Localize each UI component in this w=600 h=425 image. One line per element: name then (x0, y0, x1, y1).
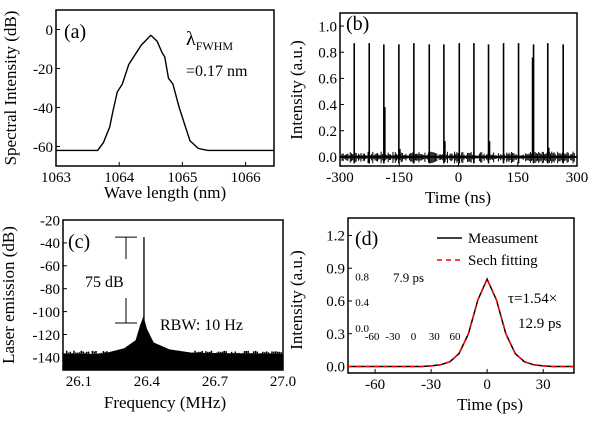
x-tick-label-b: -150 (386, 170, 414, 186)
panel-c: 26.1 26.4 26.7 27.0 -20 -40 -60 -80 -100 -120 -140… (0, 213, 296, 412)
legend-sech-label: Sech fitting (468, 253, 538, 269)
y-tick-label-b: 0.6 (318, 72, 337, 88)
inset-background (370, 268, 457, 330)
y-tick-label-c: -20 (40, 213, 60, 229)
x-tick-label-a: 1065 (167, 170, 197, 186)
noise-floor-area (63, 316, 283, 370)
y-tick-label-c: -120 (33, 328, 61, 344)
y-tick-label-a: -20 (33, 62, 53, 78)
y-tick-label-b: 0.8 (318, 45, 337, 61)
fwhm-value: =0.17 nm (186, 63, 248, 80)
y-tick-label-c: -40 (40, 236, 60, 252)
y-tick-label-b: 0.0 (318, 150, 337, 166)
legend-measurement-label: Measument (468, 231, 539, 247)
x-tick-label-b: 150 (507, 170, 530, 186)
y-tick-label-d: 0.3 (326, 327, 345, 343)
y-tick-label-a: -40 (33, 101, 53, 117)
x-tick-label-d: -60 (365, 377, 385, 393)
x-axis-label-d: Time (ps) (457, 395, 523, 414)
x-tick-label-inset: 30 (429, 331, 441, 343)
x-tick-label-d: 30 (536, 377, 551, 393)
panel-a-label: (a) (64, 21, 86, 43)
plot-frame-d (347, 217, 575, 374)
x-tick-label-b: 0 (455, 170, 463, 186)
x-tick-label-a: 1063 (41, 170, 71, 186)
x-tick-label-inset: 0 (411, 331, 417, 343)
y-tick-label-c: -140 (33, 351, 61, 367)
y-axis-label-c: Laser emission (dB) (0, 226, 18, 364)
x-tick-label-d: 0 (483, 377, 491, 393)
x-axis-label-b: Time (ns) (425, 188, 491, 207)
panel-d-label: (d) (355, 228, 378, 250)
tau-annotation: τ=1.54× (508, 291, 557, 307)
y-tick-label-inset: 0.0 (355, 323, 369, 335)
panel-b: -300 -150 0 150 300 0.0 0.2 0.4 0.6 0.8 1.0 Time (n… (287, 12, 589, 207)
x-axis-label-c: Frequency (MHz) (104, 393, 226, 412)
pulse-width-annotation: 12.9 ps (518, 316, 562, 332)
y-tick-label-d: 0.9 (326, 261, 345, 277)
y-tick-label-c: -80 (40, 282, 60, 298)
y-axis-label-b: Intensity (a.u.) (287, 40, 306, 140)
lambda-symbol: λ (186, 28, 196, 50)
x-tick-label-b: -300 (326, 170, 354, 186)
x-tick-label-c: 27.0 (270, 374, 296, 390)
spectrum-line (56, 34, 274, 152)
x-tick-label-b: 300 (566, 170, 589, 186)
x-tick-label-c: 26.4 (134, 374, 161, 390)
rbw-label: RBW: 10 Hz (160, 317, 243, 334)
x-tick-label-c: 26.1 (66, 374, 92, 390)
x-tick-label-c: 26.7 (202, 374, 229, 390)
panel-c-label: (c) (68, 231, 90, 253)
y-tick-label-d: 1.2 (326, 229, 345, 245)
plot-frame-c (62, 219, 284, 371)
x-tick-label-inset: 60 (450, 331, 462, 343)
y-tick-label-inset: 0.8 (355, 271, 369, 283)
y-axis-label-d: Intensity (a.u.) (287, 250, 306, 350)
panel-b-label: (b) (346, 13, 369, 35)
y-tick-label-b: 1.0 (318, 19, 337, 35)
y-tick-label-b: 0.2 (318, 124, 337, 140)
x-tick-label-a: 1064 (104, 170, 135, 186)
y-tick-label-d: 0.6 (326, 294, 345, 310)
x-tick-label-inset: -60 (365, 331, 380, 343)
y-tick-label-c: -100 (33, 305, 61, 321)
x-tick-label-d: -30 (421, 377, 441, 393)
x-tick-label-inset: -30 (385, 331, 400, 343)
panel-d: -60 -30 0 30 0.0 0.3 0.6 0.9 1.2 Time (ps) Intensi… (287, 217, 575, 414)
sech-fit-line (347, 277, 574, 368)
y-tick-label-d: 0.0 (326, 360, 345, 376)
y-axis-label-a: Spectral Intensity (dB) (1, 11, 20, 166)
x-tick-label-a: 1066 (231, 170, 262, 186)
plot-frame-a (55, 9, 275, 167)
inset-label: 7.9 ps (393, 270, 424, 285)
snr-label: 75 dB (85, 274, 124, 291)
panel-a: 1063 1064 1065 1066 0 -20 -40 -60 Wave length (n… (1, 9, 275, 202)
y-tick-label-inset: 0.4 (355, 297, 369, 309)
fwhm-annotation: λFWHM (186, 28, 233, 53)
y-tick-label-c: -60 (40, 259, 60, 275)
fwhm-subscript: FWHM (196, 39, 234, 53)
y-tick-label-a: 0 (46, 23, 54, 39)
x-axis-label-a: Wave length (nm) (104, 183, 226, 202)
y-tick-label-a: -60 (33, 140, 53, 156)
y-tick-label-b: 0.4 (318, 98, 337, 114)
